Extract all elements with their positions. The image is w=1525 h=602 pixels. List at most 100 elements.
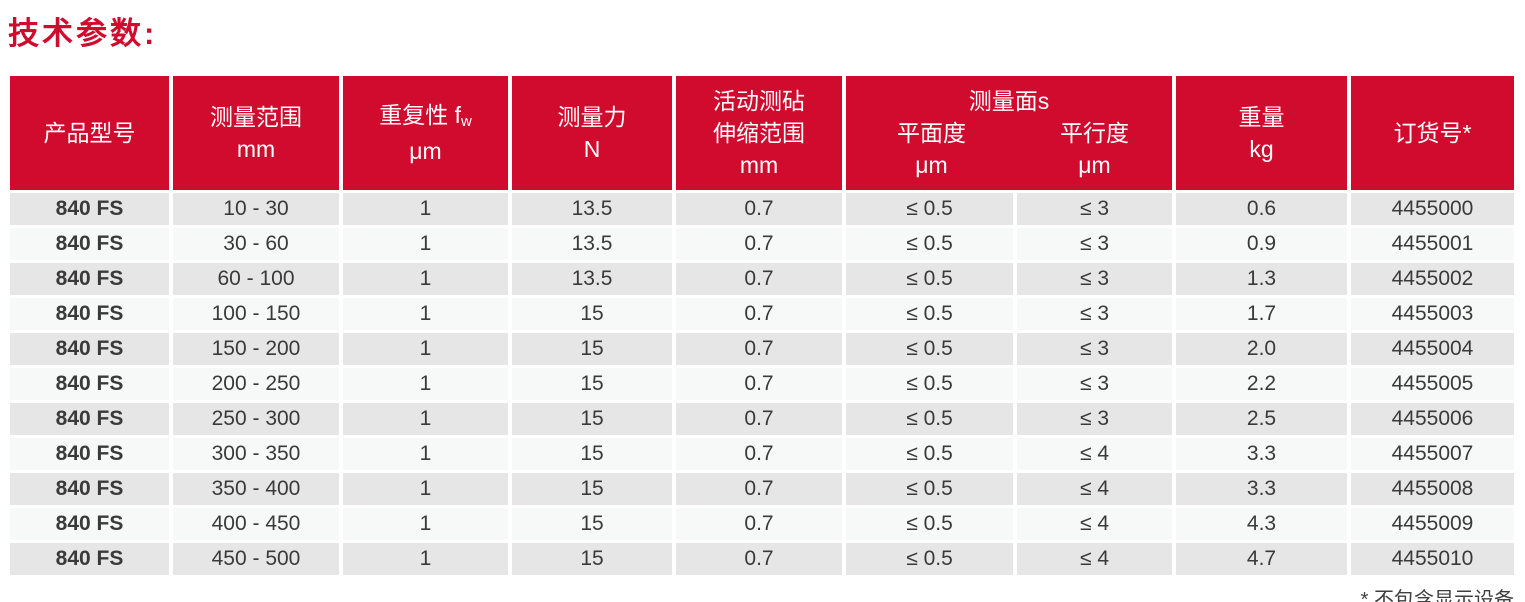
cell-order-no: 4455007 bbox=[1351, 438, 1514, 470]
cell-measuring-force: 15 bbox=[512, 403, 672, 435]
cell-repeatability: 1 bbox=[343, 193, 508, 225]
cell-measuring-force: 15 bbox=[512, 298, 672, 330]
cell-measuring-range: 250 - 300 bbox=[173, 403, 339, 435]
cell-anvil-travel: 0.7 bbox=[676, 543, 842, 575]
header-measuring-faces-units: μm μm bbox=[846, 149, 1172, 181]
cell-flatness: ≤ 0.5 bbox=[846, 193, 1013, 225]
cell-repeatability: 1 bbox=[343, 368, 508, 400]
header-repeatability: 重复性 fw μm bbox=[343, 76, 508, 190]
cell-measuring-force: 13.5 bbox=[512, 193, 672, 225]
cell-parallelism: ≤ 4 bbox=[1017, 438, 1172, 470]
cell-weight: 0.9 bbox=[1176, 228, 1347, 260]
table-row: 840 FS 250 - 300 1 15 0.7 ≤ 0.5 ≤ 3 2.5 … bbox=[10, 403, 1514, 435]
cell-parallelism: ≤ 3 bbox=[1017, 368, 1172, 400]
cell-weight: 1.7 bbox=[1176, 298, 1347, 330]
spec-table: 产品型号 测量范围 mm 重复性 fw μm 测量力 N 活动测砧 伸缩范围 m… bbox=[10, 76, 1514, 575]
header-anvil-travel-line1: 活动测砧 bbox=[713, 88, 805, 114]
cell-repeatability: 1 bbox=[343, 228, 508, 260]
cell-measuring-force: 15 bbox=[512, 473, 672, 505]
header-anvil-travel: 活动测砧 伸缩范围 mm bbox=[676, 76, 842, 190]
header-weight-unit: kg bbox=[1249, 136, 1274, 162]
cell-repeatability: 1 bbox=[343, 263, 508, 295]
cell-flatness: ≤ 0.5 bbox=[846, 298, 1013, 330]
cell-repeatability: 1 bbox=[343, 298, 508, 330]
table-row: 840 FS 10 - 30 1 13.5 0.7 ≤ 0.5 ≤ 3 0.6 … bbox=[10, 193, 1514, 225]
cell-weight: 2.2 bbox=[1176, 368, 1347, 400]
header-weight-label: 重量 bbox=[1238, 104, 1285, 130]
cell-parallelism: ≤ 3 bbox=[1017, 228, 1172, 260]
header-measuring-force-label: 测量力 bbox=[557, 104, 627, 130]
cell-parallelism: ≤ 4 bbox=[1017, 508, 1172, 540]
header-measuring-range: 测量范围 mm bbox=[173, 76, 339, 190]
header-measuring-force-unit: N bbox=[583, 136, 601, 162]
cell-product-model: 840 FS bbox=[10, 508, 169, 540]
cell-anvil-travel: 0.7 bbox=[676, 438, 842, 470]
cell-parallelism: ≤ 3 bbox=[1017, 263, 1172, 295]
cell-weight: 4.3 bbox=[1176, 508, 1347, 540]
header-repeatability-unit: μm bbox=[409, 138, 442, 164]
table-body: 840 FS 10 - 30 1 13.5 0.7 ≤ 0.5 ≤ 3 0.6 … bbox=[10, 193, 1514, 575]
cell-order-no: 4455001 bbox=[1351, 228, 1514, 260]
cell-parallelism: ≤ 3 bbox=[1017, 333, 1172, 365]
cell-anvil-travel: 0.7 bbox=[676, 403, 842, 435]
cell-order-no: 4455009 bbox=[1351, 508, 1514, 540]
header-parallelism-label: 平行度 bbox=[1060, 120, 1129, 146]
cell-order-no: 4455006 bbox=[1351, 403, 1514, 435]
cell-parallelism: ≤ 3 bbox=[1017, 298, 1172, 330]
cell-anvil-travel: 0.7 bbox=[676, 298, 842, 330]
cell-product-model: 840 FS bbox=[10, 368, 169, 400]
table-header-row: 产品型号 测量范围 mm 重复性 fw μm 测量力 N 活动测砧 伸缩范围 m… bbox=[10, 76, 1514, 190]
cell-weight: 3.3 bbox=[1176, 473, 1347, 505]
cell-product-model: 840 FS bbox=[10, 228, 169, 260]
header-order-no-label: 订货号* bbox=[1393, 120, 1472, 146]
cell-order-no: 4455003 bbox=[1351, 298, 1514, 330]
cell-flatness: ≤ 0.5 bbox=[846, 473, 1013, 505]
cell-repeatability: 1 bbox=[343, 403, 508, 435]
header-measuring-faces-title: 测量面s bbox=[968, 88, 1050, 114]
cell-product-model: 840 FS bbox=[10, 333, 169, 365]
table-row: 840 FS 300 - 350 1 15 0.7 ≤ 0.5 ≤ 4 3.3 … bbox=[10, 438, 1514, 470]
table-row: 840 FS 100 - 150 1 15 0.7 ≤ 0.5 ≤ 3 1.7 … bbox=[10, 298, 1514, 330]
cell-flatness: ≤ 0.5 bbox=[846, 508, 1013, 540]
cell-product-model: 840 FS bbox=[10, 438, 169, 470]
cell-flatness: ≤ 0.5 bbox=[846, 263, 1013, 295]
cell-flatness: ≤ 0.5 bbox=[846, 403, 1013, 435]
cell-repeatability: 1 bbox=[343, 438, 508, 470]
table-row: 840 FS 400 - 450 1 15 0.7 ≤ 0.5 ≤ 4 4.3 … bbox=[10, 508, 1514, 540]
header-measuring-faces: 测量面s 平面度 平行度 μm μm bbox=[846, 76, 1172, 190]
cell-flatness: ≤ 0.5 bbox=[846, 543, 1013, 575]
cell-parallelism: ≤ 4 bbox=[1017, 473, 1172, 505]
cell-weight: 4.7 bbox=[1176, 543, 1347, 575]
cell-weight: 2.0 bbox=[1176, 333, 1347, 365]
cell-parallelism: ≤ 4 bbox=[1017, 543, 1172, 575]
cell-flatness: ≤ 0.5 bbox=[846, 368, 1013, 400]
cell-measuring-force: 13.5 bbox=[512, 263, 672, 295]
cell-measuring-force: 15 bbox=[512, 508, 672, 540]
cell-order-no: 4455008 bbox=[1351, 473, 1514, 505]
cell-anvil-travel: 0.7 bbox=[676, 473, 842, 505]
cell-anvil-travel: 0.7 bbox=[676, 508, 842, 540]
header-flatness-unit: μm bbox=[915, 152, 948, 178]
header-anvil-travel-unit: mm bbox=[739, 152, 779, 178]
table-row: 840 FS 350 - 400 1 15 0.7 ≤ 0.5 ≤ 4 3.3 … bbox=[10, 473, 1514, 505]
cell-flatness: ≤ 0.5 bbox=[846, 228, 1013, 260]
table-row: 840 FS 150 - 200 1 15 0.7 ≤ 0.5 ≤ 3 2.0 … bbox=[10, 333, 1514, 365]
cell-anvil-travel: 0.7 bbox=[676, 263, 842, 295]
header-product-model-label: 产品型号 bbox=[43, 120, 136, 146]
cell-measuring-range: 350 - 400 bbox=[173, 473, 339, 505]
cell-measuring-range: 100 - 150 bbox=[173, 298, 339, 330]
cell-product-model: 840 FS bbox=[10, 473, 169, 505]
cell-measuring-range: 60 - 100 bbox=[173, 263, 339, 295]
cell-order-no: 4455002 bbox=[1351, 263, 1514, 295]
cell-parallelism: ≤ 3 bbox=[1017, 403, 1172, 435]
cell-flatness: ≤ 0.5 bbox=[846, 438, 1013, 470]
cell-measuring-range: 10 - 30 bbox=[173, 193, 339, 225]
cell-measuring-force: 15 bbox=[512, 333, 672, 365]
cell-measuring-force: 15 bbox=[512, 368, 672, 400]
cell-weight: 1.3 bbox=[1176, 263, 1347, 295]
cell-measuring-force: 13.5 bbox=[512, 228, 672, 260]
cell-measuring-range: 200 - 250 bbox=[173, 368, 339, 400]
cell-parallelism: ≤ 3 bbox=[1017, 193, 1172, 225]
cell-anvil-travel: 0.7 bbox=[676, 333, 842, 365]
header-measuring-faces-sublabels: 平面度 平行度 bbox=[846, 117, 1172, 149]
